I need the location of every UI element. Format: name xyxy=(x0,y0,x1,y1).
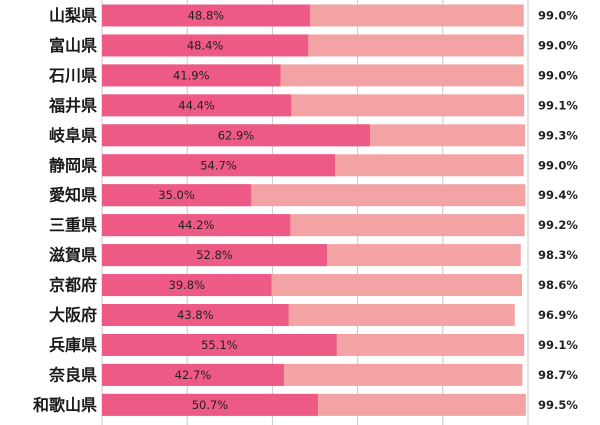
bars xyxy=(102,4,526,416)
bar-inner-3 xyxy=(102,94,292,117)
bar-inner-5 xyxy=(102,154,336,177)
category-label: 滋賀県 xyxy=(49,246,97,265)
category-label: 福井県 xyxy=(48,96,97,115)
category-label: 奈良県 xyxy=(48,365,97,384)
bar-inner-8 xyxy=(102,244,327,267)
category-label: 京都府 xyxy=(49,276,97,295)
total-value-label: 96.9% xyxy=(538,308,578,322)
total-value-label: 99.5% xyxy=(538,398,578,412)
category-label: 静岡県 xyxy=(49,156,97,175)
inner-value-label: 41.9% xyxy=(173,68,210,82)
inner-value-label: 48.8% xyxy=(188,9,225,23)
inner-value-label: 35.0% xyxy=(158,188,195,202)
total-value-label: 99.0% xyxy=(538,68,578,82)
category-label: 兵庫県 xyxy=(49,335,97,354)
total-value-label: 98.6% xyxy=(538,278,578,292)
bar-inner-13 xyxy=(102,393,318,416)
category-label: 和歌山県 xyxy=(33,395,97,414)
inner-value-label: 48.4% xyxy=(187,38,224,52)
category-label: 山梨県 xyxy=(49,6,97,25)
labels: 山梨県 48.8% 99.0% 富山県 48.4% 99.0% 石川県 41.9% 99.0% 福… xyxy=(33,6,578,414)
inner-value-label: 42.7% xyxy=(175,368,212,382)
total-value-label: 99.3% xyxy=(538,128,578,142)
total-value-label: 99.0% xyxy=(538,158,578,172)
total-value-label: 98.3% xyxy=(538,248,578,262)
inner-value-label: 62.9% xyxy=(218,128,255,142)
category-label: 三重県 xyxy=(49,216,97,235)
bar-inner-0 xyxy=(102,4,310,27)
bar-inner-2 xyxy=(102,64,281,87)
category-label: 愛知県 xyxy=(49,186,97,205)
bar-inner-11 xyxy=(102,333,337,356)
inner-value-label: 39.8% xyxy=(169,278,206,292)
bar-inner-1 xyxy=(102,34,309,57)
bar-inner-10 xyxy=(102,304,289,326)
bar-inner-7 xyxy=(102,214,291,237)
total-value-label: 99.1% xyxy=(538,338,578,352)
category-label: 富山県 xyxy=(49,36,97,55)
inner-value-label: 54.7% xyxy=(200,158,237,172)
inner-value-label: 50.7% xyxy=(192,398,229,412)
grid-lines xyxy=(101,0,529,425)
inner-value-label: 44.2% xyxy=(178,218,215,232)
category-label: 石川県 xyxy=(48,66,97,85)
total-value-label: 99.0% xyxy=(538,9,578,23)
total-value-label: 98.7% xyxy=(538,368,578,382)
inner-value-label: 55.1% xyxy=(201,338,238,352)
total-value-label: 99.4% xyxy=(538,188,578,202)
total-value-label: 99.0% xyxy=(538,38,578,52)
inner-value-label: 44.4% xyxy=(178,98,215,112)
category-label: 大阪府 xyxy=(49,306,97,325)
category-label: 岐阜県 xyxy=(49,126,97,145)
bar-inner-12 xyxy=(102,363,284,386)
total-value-label: 99.2% xyxy=(538,218,578,232)
inner-value-label: 52.8% xyxy=(196,248,233,262)
bar-inner-6 xyxy=(102,184,252,207)
inner-value-label: 43.8% xyxy=(177,308,214,322)
bar-inner-9 xyxy=(102,274,272,297)
bar-inner-4 xyxy=(102,124,370,147)
total-value-label: 99.1% xyxy=(538,98,578,112)
